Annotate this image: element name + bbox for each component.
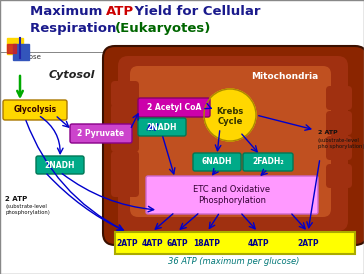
Text: Respiration: Respiration xyxy=(30,22,121,35)
Text: 36 ATP (maximum per glucose): 36 ATP (maximum per glucose) xyxy=(168,258,300,267)
FancyBboxPatch shape xyxy=(326,86,352,110)
Text: 2 Pyruvate: 2 Pyruvate xyxy=(78,129,124,138)
FancyBboxPatch shape xyxy=(103,46,364,245)
FancyBboxPatch shape xyxy=(193,153,241,171)
Text: 2 ATP: 2 ATP xyxy=(5,196,27,202)
Text: Krebs
Cycle: Krebs Cycle xyxy=(216,107,244,126)
FancyBboxPatch shape xyxy=(146,176,318,214)
Bar xyxy=(7,38,23,54)
Text: 2 Acetyl CoA: 2 Acetyl CoA xyxy=(147,102,201,112)
Text: (substrate-level
phosphorylation): (substrate-level phosphorylation) xyxy=(5,204,50,215)
Text: 4ATP: 4ATP xyxy=(247,238,269,247)
Text: 2ATP: 2ATP xyxy=(116,238,138,247)
Text: 18ATP: 18ATP xyxy=(194,238,221,247)
Text: Maximum: Maximum xyxy=(30,5,107,18)
Text: Mitochondria: Mitochondria xyxy=(252,72,318,81)
FancyBboxPatch shape xyxy=(111,151,139,177)
Text: 2NADH: 2NADH xyxy=(147,122,177,132)
FancyBboxPatch shape xyxy=(138,118,186,136)
Text: 2 ATP: 2 ATP xyxy=(318,130,338,135)
FancyBboxPatch shape xyxy=(118,56,348,231)
Text: (substrate-level
pho sphorylation): (substrate-level pho sphorylation) xyxy=(318,138,364,149)
FancyBboxPatch shape xyxy=(111,126,139,152)
Text: 6ATP: 6ATP xyxy=(166,238,188,247)
FancyBboxPatch shape xyxy=(326,111,352,135)
Bar xyxy=(7,44,16,53)
FancyBboxPatch shape xyxy=(326,136,352,160)
Text: Glycolysis: Glycolysis xyxy=(13,105,56,115)
Text: 4ATP: 4ATP xyxy=(141,238,163,247)
Circle shape xyxy=(204,89,256,141)
Bar xyxy=(115,232,355,254)
Text: 2ATP: 2ATP xyxy=(297,238,319,247)
FancyBboxPatch shape xyxy=(111,171,139,197)
Text: 2FADH₂: 2FADH₂ xyxy=(252,158,284,167)
FancyBboxPatch shape xyxy=(36,156,84,174)
FancyBboxPatch shape xyxy=(111,104,139,130)
Text: Yield for Cellular: Yield for Cellular xyxy=(130,5,261,18)
Text: Glucose: Glucose xyxy=(14,54,42,60)
Text: (Eukaryotes): (Eukaryotes) xyxy=(115,22,211,35)
Text: 2NADH: 2NADH xyxy=(45,161,75,170)
Text: ATP: ATP xyxy=(106,5,134,18)
FancyBboxPatch shape xyxy=(326,164,352,188)
Text: ETC and Oxidative
Phosphorylation: ETC and Oxidative Phosphorylation xyxy=(193,185,270,205)
Text: Cytosol: Cytosol xyxy=(49,70,95,80)
FancyBboxPatch shape xyxy=(3,100,67,120)
FancyBboxPatch shape xyxy=(243,153,293,171)
FancyBboxPatch shape xyxy=(138,98,210,117)
Text: 6NADH: 6NADH xyxy=(202,158,232,167)
Bar xyxy=(13,44,29,60)
FancyBboxPatch shape xyxy=(130,66,331,217)
FancyBboxPatch shape xyxy=(111,81,139,107)
FancyBboxPatch shape xyxy=(70,124,132,143)
